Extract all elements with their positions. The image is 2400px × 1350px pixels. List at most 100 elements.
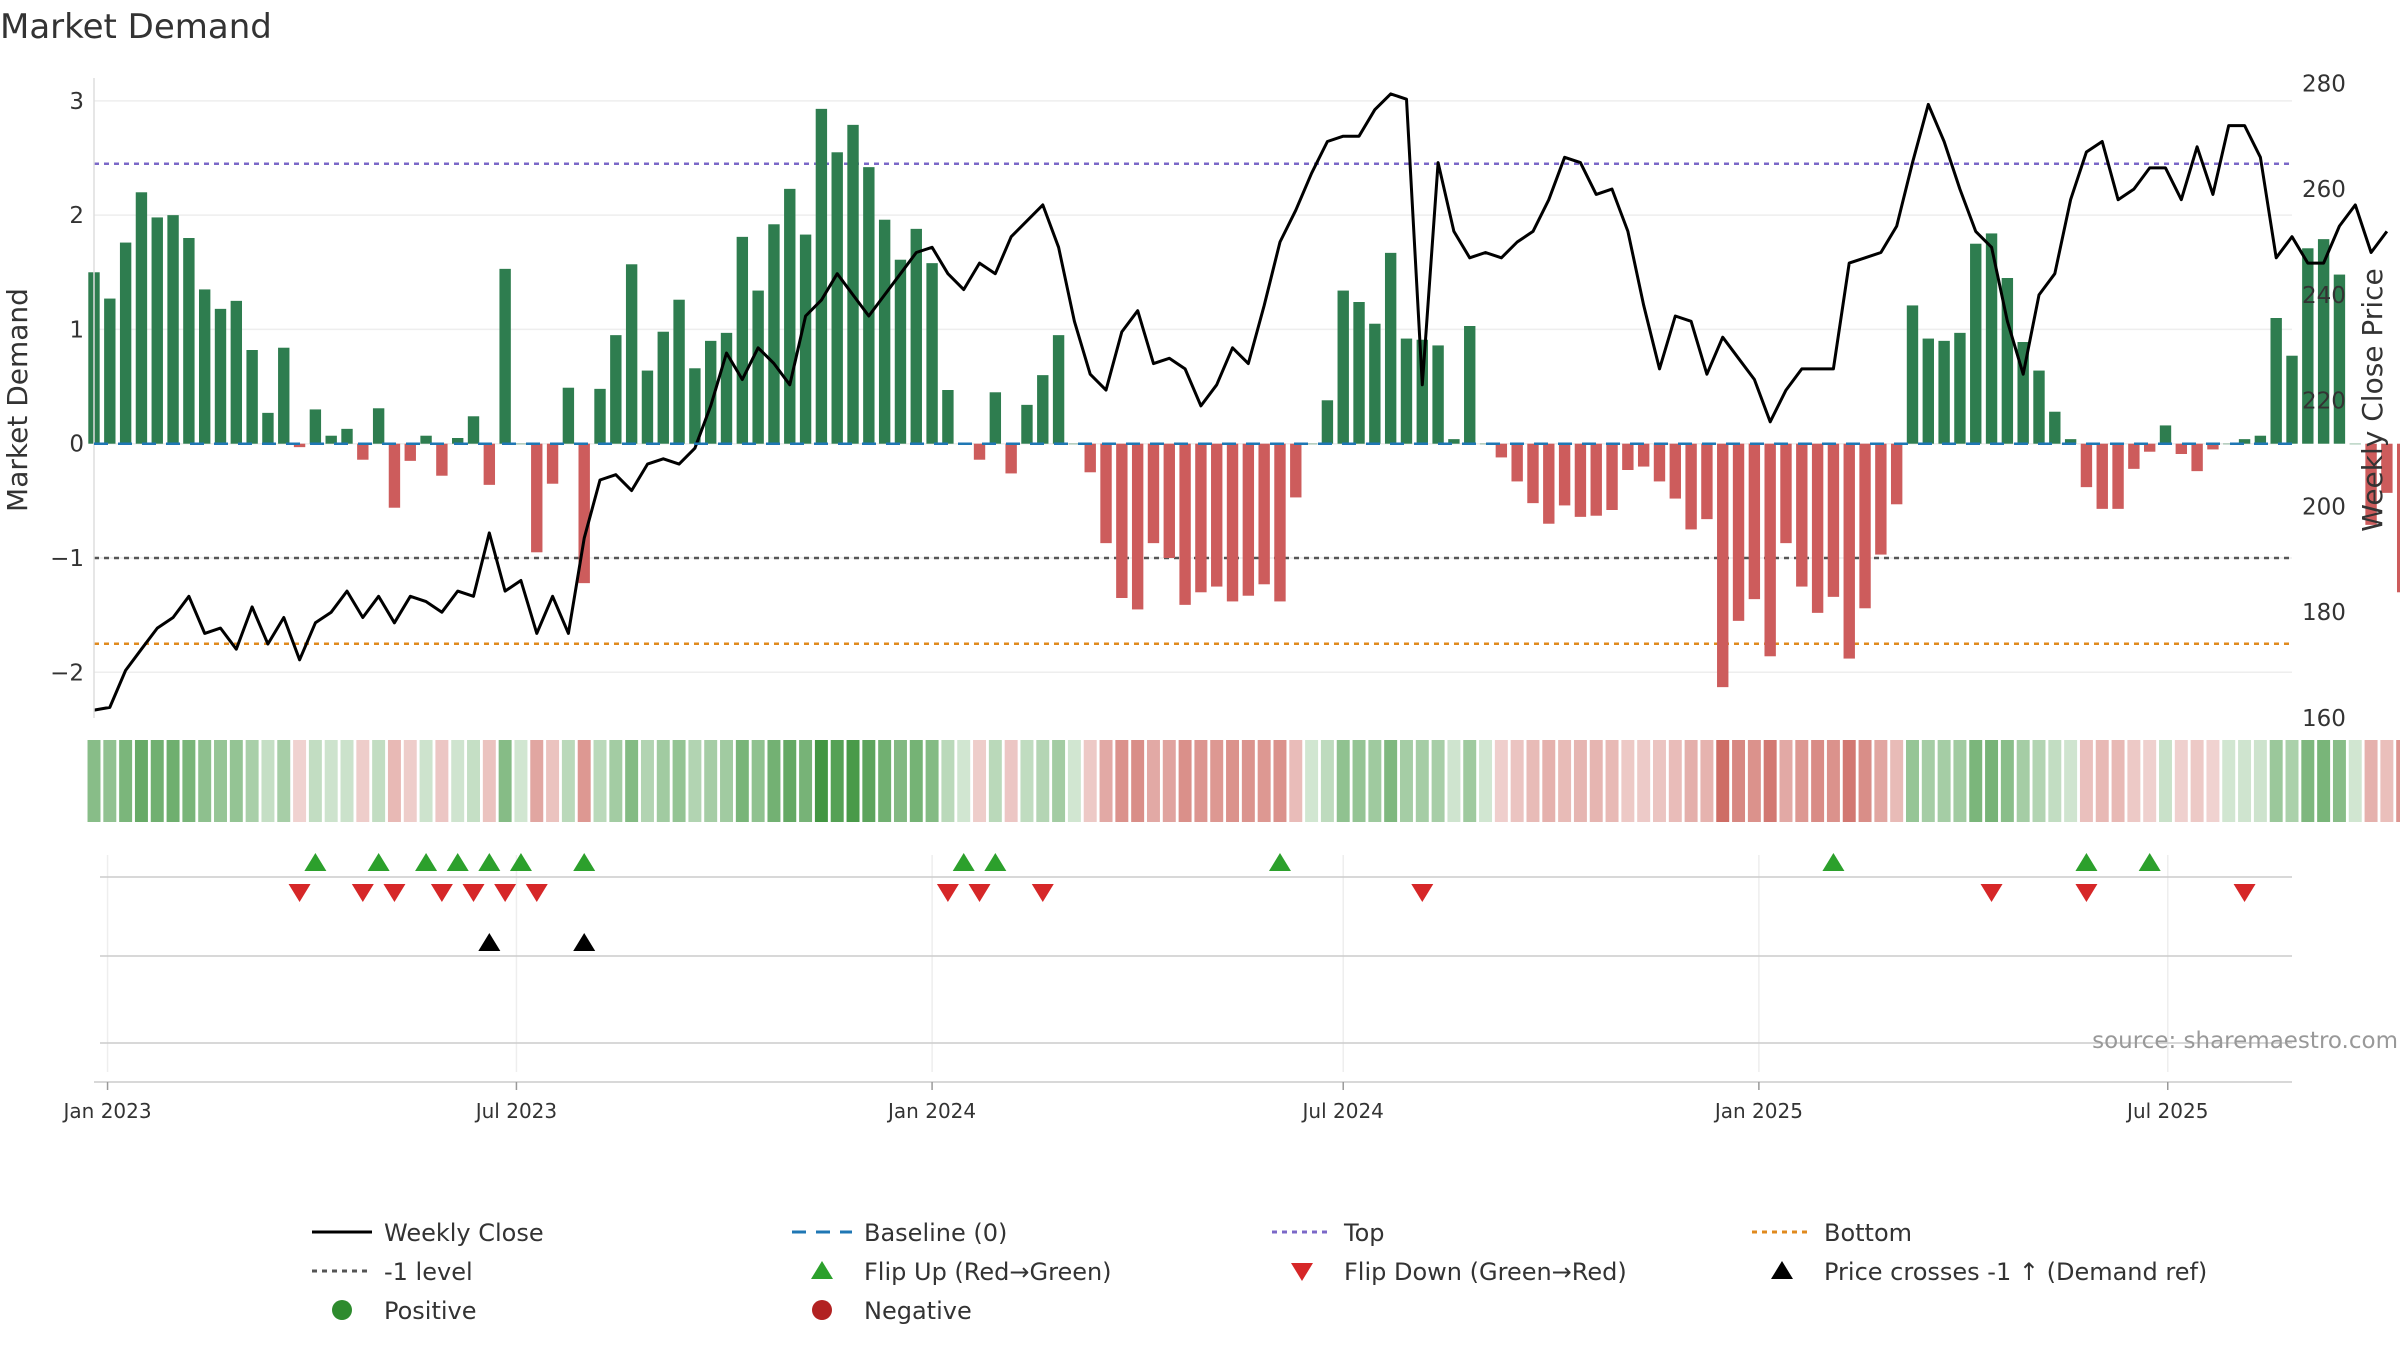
demand-bar <box>2017 342 2029 444</box>
left-y-tick-label: 3 <box>69 89 84 115</box>
flip-up-marker <box>446 853 469 871</box>
heat-cell <box>1637 740 1651 822</box>
heat-cell <box>1621 740 1635 822</box>
heat-cell <box>1210 740 1224 822</box>
demand-bar <box>926 263 938 444</box>
heat-cell <box>2285 740 2299 822</box>
left-y-tick-label: 0 <box>69 432 84 458</box>
heat-cell <box>1906 740 1919 822</box>
heat-cell <box>1241 740 1255 822</box>
legend-label: Baseline (0) <box>864 1219 1007 1247</box>
heat-cell <box>2159 740 2172 822</box>
demand-bar <box>894 259 907 444</box>
demand-bar <box>1258 443 1270 585</box>
demand-bar <box>262 412 274 444</box>
demand-bar <box>1416 339 1428 444</box>
flip-up-marker <box>478 853 501 871</box>
demand-bar <box>878 219 891 444</box>
heat-cell <box>2143 740 2157 822</box>
x-tick-label: Jul 2023 <box>474 1099 557 1123</box>
demand-bar <box>151 217 163 444</box>
heat-cell <box>2016 740 2030 822</box>
heat-cell <box>640 740 654 822</box>
heat-cell <box>2332 740 2346 822</box>
demand-bar <box>1005 443 1017 474</box>
heat-cell <box>1447 740 1461 822</box>
heat-cell <box>988 740 1002 822</box>
demand-bar <box>1685 443 1697 530</box>
heat-cell <box>87 740 101 822</box>
demand-bar <box>499 268 511 444</box>
demand-bar <box>1622 443 1634 470</box>
heat-cell <box>862 740 876 822</box>
demand-bar <box>2143 443 2156 452</box>
flip-up-marker <box>1268 853 1291 871</box>
legend-item: Bottom <box>1752 1219 1912 1247</box>
flip-down-marker <box>1980 884 2003 902</box>
left-y-tick-label: −1 <box>50 546 84 572</box>
demand-bar <box>2381 443 2393 493</box>
flip-up-marker <box>415 853 438 871</box>
heat-cell <box>1858 740 1872 822</box>
demand-bar <box>1226 443 1239 602</box>
x-tick-label: Jul 2024 <box>1301 1099 1384 1123</box>
x-tick-label: Jul 2025 <box>2125 1099 2208 1123</box>
left-y-tick-label: 1 <box>69 317 84 343</box>
flip-up-marker <box>952 853 975 871</box>
heat-cell <box>1542 740 1556 822</box>
heat-cell <box>1036 740 1050 822</box>
demand-bar <box>847 124 859 444</box>
flip-down-marker <box>462 884 485 902</box>
demand-bar <box>293 443 306 448</box>
heat-cell <box>672 740 686 822</box>
heat-cell <box>767 740 781 822</box>
legend-swatch <box>811 1261 833 1279</box>
demand-bar <box>1938 340 1950 444</box>
demand-bar <box>183 238 195 444</box>
heat-cell <box>1510 740 1524 822</box>
demand-bar <box>910 228 922 444</box>
demand-bar <box>2080 443 2093 488</box>
left-y-tick-label: 2 <box>69 203 84 229</box>
demand-bar <box>2207 443 2219 450</box>
heat-cell <box>1684 740 1698 822</box>
demand-bar <box>578 443 590 584</box>
demand-bar <box>1084 443 1096 473</box>
heat-cell <box>530 740 544 822</box>
heat-cell <box>893 740 907 822</box>
demand-bar <box>246 350 258 444</box>
heat-cell <box>419 740 433 822</box>
chart-title: Market Demand <box>0 7 272 47</box>
heat-cell <box>2127 740 2141 822</box>
demand-bar <box>594 388 606 444</box>
demand-bar <box>1511 443 1523 482</box>
heat-cell <box>2174 740 2188 822</box>
legend-label: Top <box>1343 1219 1385 1247</box>
demand-bar <box>467 416 480 444</box>
demand-bar <box>1195 443 1207 593</box>
heat-cell <box>1795 740 1809 822</box>
heat-cell <box>2079 740 2093 822</box>
right-y-axis-label: Weekly Close Price <box>2356 268 2389 531</box>
demand-bar <box>2270 318 2282 444</box>
legend-label: Price crosses -1 ↑ (Demand ref) <box>1824 1258 2207 1286</box>
heat-cell <box>1463 740 1477 822</box>
heat-cell <box>435 740 449 822</box>
heat-cell <box>814 740 828 822</box>
right-y-tick-label: 180 <box>2302 600 2346 626</box>
demand-bar <box>2049 411 2061 444</box>
heat-cell <box>1083 740 1097 822</box>
right-y-tick-label: 280 <box>2302 71 2346 97</box>
demand-bar <box>2396 443 2400 593</box>
flip-down-marker <box>968 884 991 902</box>
heat-cell <box>1652 740 1666 822</box>
demand-bar <box>1448 439 1460 444</box>
legend-item: Weekly Close <box>312 1219 544 1247</box>
demand-bar <box>1369 323 1381 444</box>
heat-cell <box>2269 740 2283 822</box>
heat-cell <box>2301 740 2315 822</box>
heat-cell <box>593 740 607 822</box>
heat-cell <box>656 740 670 822</box>
demand-bar <box>720 332 733 444</box>
heat-cell <box>1273 740 1287 822</box>
